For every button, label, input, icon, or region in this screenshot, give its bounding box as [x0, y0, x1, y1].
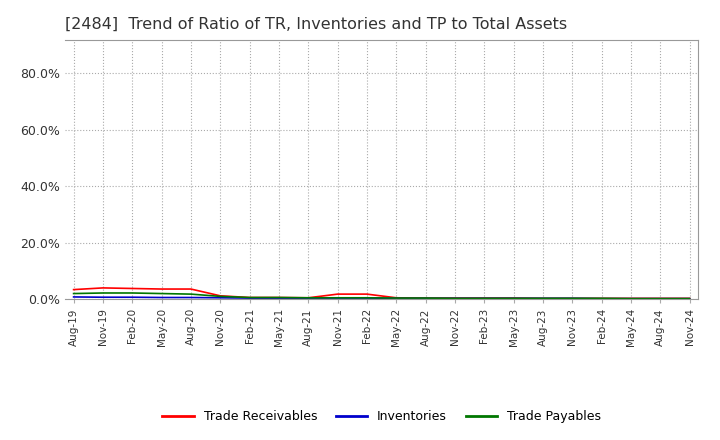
- Inventories: [99, 295, 107, 300]
- Trade Payables: [480, 296, 489, 301]
- Trade Receivables: [568, 296, 577, 301]
- Trade Payables: [451, 296, 459, 301]
- Trade Receivables: [216, 293, 225, 298]
- Trade Receivables: [99, 285, 107, 290]
- Inventories: [656, 296, 665, 301]
- Inventories: [392, 296, 400, 301]
- Trade Payables: [363, 295, 372, 301]
- Trade Payables: [157, 291, 166, 296]
- Inventories: [451, 296, 459, 301]
- Inventories: [598, 296, 606, 301]
- Inventories: [304, 295, 312, 301]
- Inventories: [157, 295, 166, 300]
- Line: Inventories: Inventories: [73, 297, 690, 299]
- Trade Receivables: [598, 296, 606, 301]
- Inventories: [626, 296, 635, 301]
- Trade Receivables: [274, 295, 283, 300]
- Inventories: [333, 295, 342, 301]
- Trade Payables: [246, 295, 254, 300]
- Trade Payables: [685, 296, 694, 301]
- Trade Receivables: [304, 295, 312, 301]
- Inventories: [509, 296, 518, 301]
- Trade Receivables: [539, 296, 547, 301]
- Trade Payables: [186, 291, 195, 297]
- Trade Payables: [421, 295, 430, 301]
- Line: Trade Payables: Trade Payables: [73, 293, 690, 299]
- Trade Payables: [626, 296, 635, 301]
- Trade Payables: [333, 295, 342, 301]
- Inventories: [128, 295, 137, 300]
- Trade Payables: [304, 295, 312, 301]
- Inventories: [186, 295, 195, 300]
- Trade Payables: [598, 296, 606, 301]
- Line: Trade Receivables: Trade Receivables: [73, 288, 690, 298]
- Trade Payables: [274, 295, 283, 300]
- Inventories: [69, 294, 78, 300]
- Inventories: [274, 295, 283, 301]
- Trade Receivables: [246, 295, 254, 300]
- Trade Receivables: [626, 296, 635, 301]
- Trade Receivables: [685, 296, 694, 301]
- Trade Receivables: [69, 287, 78, 292]
- Inventories: [480, 296, 489, 301]
- Inventories: [363, 295, 372, 301]
- Inventories: [539, 296, 547, 301]
- Trade Receivables: [157, 286, 166, 292]
- Trade Payables: [216, 294, 225, 299]
- Inventories: [246, 295, 254, 301]
- Trade Receivables: [128, 286, 137, 291]
- Text: [2484]  Trend of Ratio of TR, Inventories and TP to Total Assets: [2484] Trend of Ratio of TR, Inventories…: [65, 16, 567, 32]
- Trade Payables: [99, 290, 107, 296]
- Trade Receivables: [509, 295, 518, 301]
- Trade Payables: [568, 296, 577, 301]
- Trade Payables: [656, 296, 665, 301]
- Trade Receivables: [333, 291, 342, 297]
- Trade Payables: [392, 295, 400, 301]
- Trade Receivables: [186, 286, 195, 292]
- Trade Receivables: [392, 295, 400, 301]
- Trade Receivables: [421, 295, 430, 301]
- Inventories: [216, 295, 225, 301]
- Inventories: [421, 296, 430, 301]
- Trade Receivables: [451, 295, 459, 301]
- Trade Receivables: [656, 296, 665, 301]
- Legend: Trade Receivables, Inventories, Trade Payables: Trade Receivables, Inventories, Trade Pa…: [157, 405, 606, 428]
- Trade Receivables: [363, 291, 372, 297]
- Trade Payables: [509, 296, 518, 301]
- Trade Payables: [539, 296, 547, 301]
- Trade Payables: [69, 291, 78, 296]
- Trade Receivables: [480, 295, 489, 301]
- Trade Payables: [128, 290, 137, 296]
- Inventories: [568, 296, 577, 301]
- Inventories: [685, 296, 694, 301]
